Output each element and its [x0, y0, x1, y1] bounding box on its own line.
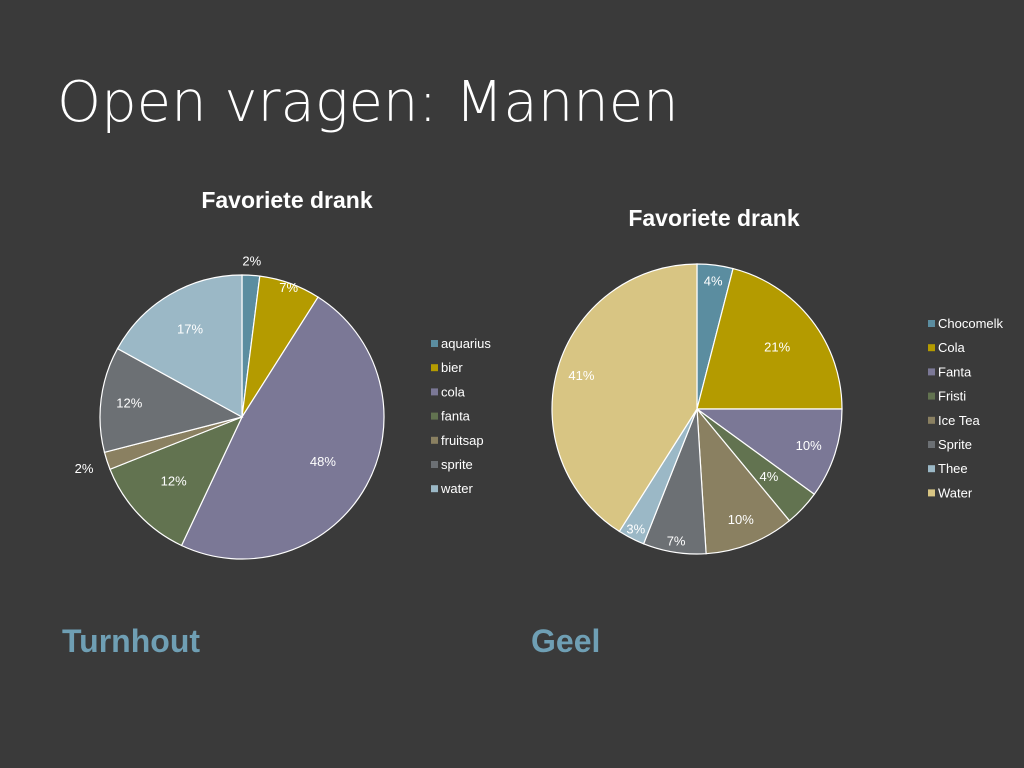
legend: Chocomelk Cola Fanta Fristi Ice Tea Sprite The…: [928, 316, 1004, 500]
pie-slice-water: [551, 263, 698, 533]
legend-swatch-fanta: [431, 412, 438, 420]
legend-label-cola: Cola: [938, 340, 966, 355]
legend-swatch-thee: [928, 465, 935, 473]
data-label-water: 17%: [177, 322, 203, 337]
legend-label-thee: Thee: [938, 461, 968, 476]
pie-slice-cola: [696, 267, 843, 410]
legend-label-sprite: Sprite: [938, 437, 972, 452]
pie-slice-cola: [180, 296, 385, 560]
legend-swatch-fruitsap: [431, 436, 438, 444]
data-label-aquarius: 2%: [242, 254, 261, 269]
legend-swatch-fristi: [928, 392, 935, 400]
pie-slice-ice-tea: [696, 407, 791, 555]
legend-swatch-ice-tea: [928, 416, 935, 424]
data-labels: 2% 7% 48% 12% 2% 12% 17%: [75, 254, 337, 489]
legend-label-ice-tea: Ice Tea: [938, 413, 980, 428]
data-label-sprite: 12%: [116, 395, 142, 410]
legend-label-aquarius: aquarius: [441, 336, 491, 351]
legend-swatch-sprite: [928, 441, 935, 448]
data-label-cola: 21%: [764, 339, 790, 354]
pie-slice-fanta: [695, 408, 843, 496]
legend-label-water: Water: [938, 485, 973, 500]
chart-title: Favoriete drank: [628, 205, 799, 231]
legend-swatch-cola: [928, 344, 935, 352]
data-label-sprite: 7%: [667, 533, 686, 548]
legend-label-fanta: Fanta: [938, 364, 972, 379]
legend-swatch-cola: [431, 388, 438, 396]
data-labels: 4% 21% 10% 4% 10% 7% 3% 41%: [568, 274, 822, 549]
legend-swatch-sprite: [431, 461, 438, 468]
slices: [551, 263, 843, 555]
legend-label-cola: cola: [441, 384, 466, 399]
data-label-water: 41%: [568, 368, 594, 383]
data-label-bier: 7%: [279, 280, 298, 295]
caption-geel: Geel: [531, 623, 600, 659]
data-label-cola: 48%: [310, 454, 336, 469]
pie-slice-water: [116, 274, 243, 419]
legend-label-fristi: Fristi: [938, 389, 966, 404]
slide-title: Open vragen: Mannen: [57, 70, 679, 135]
slices: [99, 274, 385, 560]
data-label-fruitsap: 2%: [75, 461, 94, 476]
pie-slice-sprite: [99, 347, 244, 454]
legend-label-bier: bier: [441, 360, 463, 375]
legend-label-fruitsap: fruitsap: [441, 433, 484, 448]
pie-chart-geel: Favoriete drank 4% 21% 10% 4% 10% 7% 3% 41% Cho…: [551, 205, 1004, 555]
legend-swatch-chocomelk: [928, 320, 935, 327]
pie-chart-turnhout: Favoriete drank 2% 7% 48% 12% 2% 12% 17% aquar…: [75, 187, 491, 560]
legend-swatch-water: [431, 485, 438, 493]
legend-label-chocomelk: Chocomelk: [938, 316, 1004, 331]
data-label-fanta: 12%: [161, 474, 187, 489]
legend-label-water: water: [440, 481, 473, 496]
data-label-fristi: 4%: [760, 469, 779, 484]
data-label-ice-tea: 10%: [728, 512, 754, 527]
legend-swatch-water: [928, 489, 935, 497]
legend: aquarius bier cola fanta fruitsap sprite water: [431, 336, 491, 496]
legend-label-fanta: fanta: [441, 409, 471, 424]
data-label-fanta: 10%: [796, 438, 822, 453]
pie-slice-fanta: [109, 415, 244, 547]
legend-label-sprite: sprite: [441, 457, 473, 472]
legend-swatch-bier: [431, 364, 438, 372]
legend-swatch-aquarius: [431, 340, 438, 347]
data-label-chocomelk: 4%: [704, 274, 723, 289]
caption-turnhout: Turnhout: [62, 623, 200, 659]
chart-title: Favoriete drank: [201, 187, 372, 213]
data-label-thee: 3%: [626, 522, 645, 537]
legend-swatch-fanta: [928, 368, 935, 376]
